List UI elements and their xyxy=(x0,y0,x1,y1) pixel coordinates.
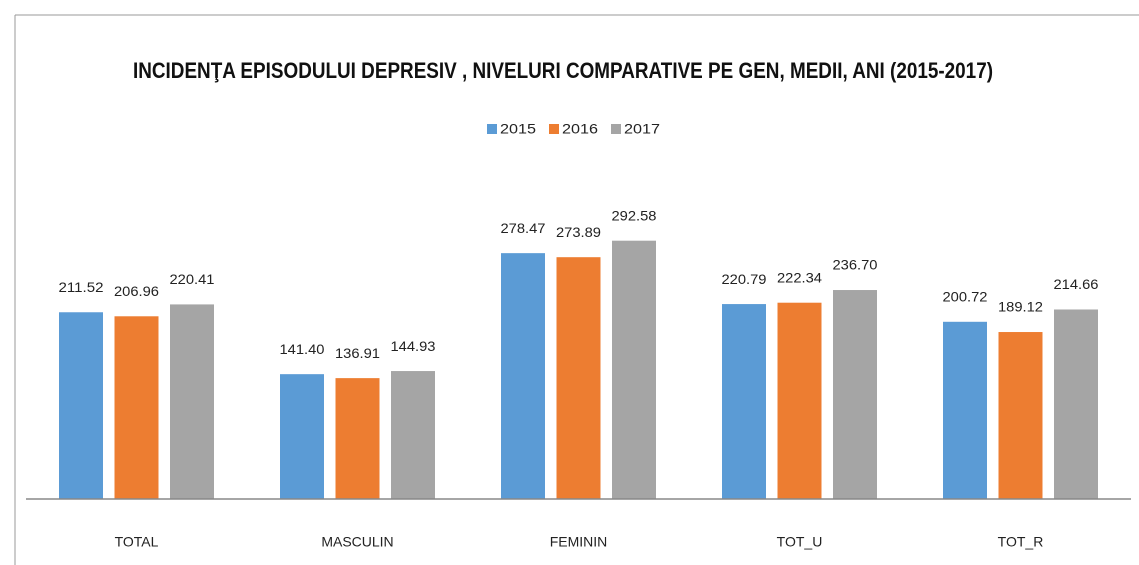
legend-label: 2015 xyxy=(500,121,536,137)
bar xyxy=(391,371,435,499)
legend-swatch xyxy=(487,124,497,134)
legend-label: 2016 xyxy=(562,121,598,137)
data-label: 278.47 xyxy=(501,220,546,236)
data-label: 292.58 xyxy=(612,207,657,223)
data-label: 236.70 xyxy=(833,257,878,273)
bar xyxy=(943,321,987,499)
chart-title: INCIDENŢA EPISODULUI DEPRESIV , NIVELURI… xyxy=(133,58,993,83)
data-label: 189.12 xyxy=(998,299,1043,315)
data-label: 206.96 xyxy=(114,283,159,299)
bar xyxy=(833,290,877,499)
bar xyxy=(722,304,766,499)
data-label: 222.34 xyxy=(777,269,822,285)
bar xyxy=(114,316,159,499)
x-tick-label: TOTAL xyxy=(115,534,159,550)
data-label: 214.66 xyxy=(1054,276,1099,292)
legend-swatch xyxy=(549,124,559,134)
bar xyxy=(1054,309,1098,499)
data-label: 220.79 xyxy=(722,271,767,287)
legend-label: 2017 xyxy=(624,121,660,137)
data-label: 144.93 xyxy=(391,338,436,354)
x-tick-label: MASCULIN xyxy=(321,534,393,550)
bar xyxy=(998,332,1043,499)
data-label: 211.52 xyxy=(59,279,104,295)
legend-swatch xyxy=(611,124,621,134)
data-label: 273.89 xyxy=(556,224,601,240)
x-tick-label: TOT_R xyxy=(998,534,1044,550)
bar xyxy=(556,257,601,499)
data-label: 136.91 xyxy=(335,345,380,361)
bar xyxy=(612,240,656,499)
bar xyxy=(335,378,380,499)
data-label: 220.41 xyxy=(170,271,215,287)
bar xyxy=(170,304,214,499)
bar xyxy=(501,253,545,499)
bar xyxy=(280,374,324,499)
bar xyxy=(777,302,822,499)
x-tick-label: FEMININ xyxy=(550,534,608,550)
bar xyxy=(59,312,103,499)
x-tick-label: TOT_U xyxy=(777,534,823,550)
data-label: 141.40 xyxy=(280,341,325,357)
data-label: 200.72 xyxy=(943,288,988,304)
